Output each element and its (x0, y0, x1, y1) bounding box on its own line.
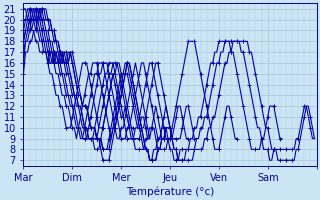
X-axis label: Température (°c): Température (°c) (126, 186, 214, 197)
